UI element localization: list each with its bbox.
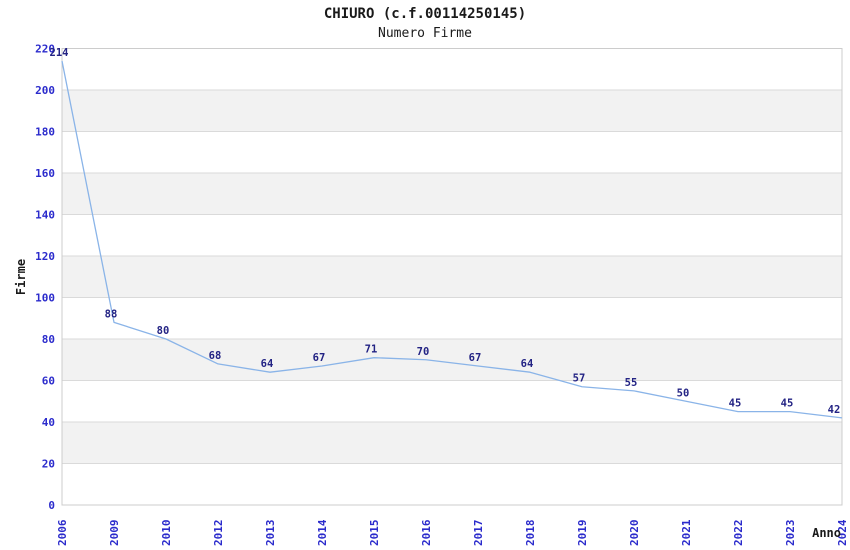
point-label: 67 bbox=[313, 352, 326, 364]
x-tick-label: 2017 bbox=[472, 520, 485, 547]
x-tick-label: 2016 bbox=[420, 519, 433, 546]
point-label: 45 bbox=[781, 398, 794, 410]
y-tick-label: 80 bbox=[42, 333, 55, 346]
point-label: 67 bbox=[469, 352, 482, 364]
plot-band bbox=[62, 90, 842, 132]
y-tick-label: 0 bbox=[48, 499, 55, 512]
point-label: 50 bbox=[677, 387, 690, 399]
x-tick-label: 2014 bbox=[316, 519, 329, 546]
point-label: 64 bbox=[261, 358, 274, 370]
plot-band bbox=[62, 422, 842, 464]
x-tick-label: 2024 bbox=[836, 519, 849, 546]
x-tick-label: 2006 bbox=[56, 519, 69, 546]
plot-band bbox=[62, 173, 842, 215]
point-label: 64 bbox=[521, 358, 534, 370]
plot-frame bbox=[61, 48, 843, 506]
y-tick-label: 200 bbox=[35, 84, 55, 97]
x-tick-label: 2023 bbox=[784, 520, 797, 547]
point-label: 55 bbox=[625, 377, 638, 389]
x-tick-label: 2019 bbox=[576, 520, 589, 547]
point-label: 70 bbox=[417, 346, 430, 358]
x-axis-title: Anno bbox=[812, 526, 841, 540]
point-label: 45 bbox=[729, 398, 742, 410]
y-tick-label: 160 bbox=[35, 167, 55, 180]
x-tick-label: 2020 bbox=[628, 520, 641, 547]
x-tick-label: 2010 bbox=[160, 520, 173, 547]
point-label: 88 bbox=[105, 308, 118, 320]
y-tick-label: 20 bbox=[42, 458, 55, 471]
point-label: 68 bbox=[209, 350, 222, 362]
point-label: 57 bbox=[573, 373, 586, 385]
chart-title: CHIURO (c.f.00114250145) bbox=[323, 6, 527, 22]
y-tick-label: 220 bbox=[35, 43, 55, 56]
y-tick-label: 140 bbox=[35, 209, 55, 222]
point-label: 71 bbox=[365, 344, 378, 356]
x-tick-label: 2018 bbox=[524, 520, 537, 547]
x-tick-label: 2012 bbox=[212, 520, 225, 547]
x-tick-label: 2022 bbox=[732, 520, 745, 547]
x-tick-label: 2015 bbox=[368, 520, 381, 547]
y-axis-title: Firme bbox=[14, 259, 28, 295]
y-tick-label: 40 bbox=[42, 416, 55, 429]
plot-band bbox=[62, 339, 842, 381]
x-tick-label: 2021 bbox=[680, 519, 693, 546]
y-tick-label: 120 bbox=[35, 250, 55, 263]
series-line bbox=[61, 60, 843, 419]
point-label: 80 bbox=[157, 325, 170, 337]
plot-band bbox=[62, 256, 842, 298]
point-label: 214 bbox=[50, 47, 69, 59]
point-label: 42 bbox=[828, 404, 841, 416]
y-tick-label: 180 bbox=[35, 126, 55, 139]
x-tick-label: 2013 bbox=[264, 520, 277, 547]
x-tick-label: 2009 bbox=[108, 520, 121, 547]
y-tick-label: 100 bbox=[35, 292, 55, 305]
chart-subtitle: Numero Firme bbox=[378, 26, 472, 41]
y-tick-label: 60 bbox=[42, 375, 55, 388]
